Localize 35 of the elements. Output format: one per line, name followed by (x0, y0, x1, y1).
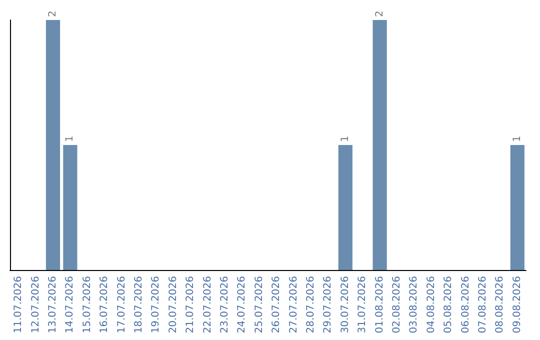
x-tick-label: 14.07.2026 (64, 276, 76, 334)
x-tick-label: 27.07.2026 (288, 276, 300, 334)
x-tick-label: 07.08.2026 (478, 276, 488, 334)
x-tick-label: 06.08.2026 (460, 276, 472, 334)
x-tick-label: 09.08.2026 (512, 276, 523, 334)
x-tick-label: 22.07.2026 (202, 276, 214, 334)
x-tick-label: 31.07.2026 (357, 276, 368, 334)
x-tick-label: 19.07.2026 (150, 276, 162, 334)
x-tick-label: 23.07.2026 (220, 276, 230, 334)
x-tick-label: 05.08.2026 (443, 276, 454, 334)
data-label: 2 (374, 10, 386, 17)
x-tick-label: 28.07.2026 (306, 276, 316, 334)
x-tick-label: 21.07.2026 (185, 276, 196, 334)
x-tick-label: 03.08.2026 (408, 276, 420, 334)
x-tick-label: 11.07.2026 (13, 276, 24, 334)
x-tick-label: 04.08.2026 (426, 276, 437, 334)
data-label: 1 (340, 136, 351, 142)
x-tick-label: 02.08.2026 (392, 276, 402, 334)
x-tick-label: 17.07.2026 (116, 276, 128, 334)
x-tick-label: 26.07.2026 (271, 276, 282, 334)
x-tick-label: 15.07.2026 (82, 276, 93, 334)
x-tick-label: 24.07.2026 (236, 276, 248, 334)
x-tick-label: 13.07.2026 (48, 276, 58, 334)
x-tick-label: 16.07.2026 (99, 276, 110, 334)
x-tick-label: 29.07.2026 (322, 276, 334, 334)
data-label: 1 (512, 136, 523, 142)
data-label: 1 (64, 136, 76, 142)
x-tick-label: 25.07.2026 (254, 276, 265, 334)
x-tick-label: 18.07.2026 (134, 276, 144, 334)
x-tick-label: 12.07.2026 (30, 276, 42, 334)
x-tick-label: 20.07.2026 (168, 276, 179, 334)
x-tick-label: 01.08.2026 (374, 276, 386, 334)
x-tick-label: 30.07.2026 (340, 276, 351, 334)
x-tick-label: 08.08.2026 (494, 276, 506, 334)
data-label: 2 (48, 10, 58, 17)
